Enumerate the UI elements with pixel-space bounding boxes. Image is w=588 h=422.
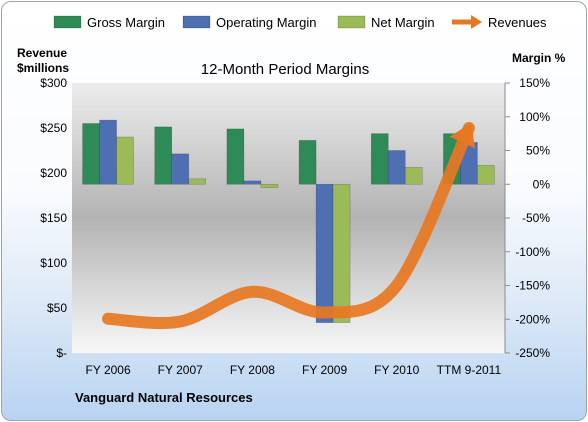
x-axis-tick-label: FY 2009 bbox=[302, 363, 347, 377]
company-name: Vanguard Natural Resources bbox=[75, 390, 253, 405]
left-axis-tick-label: $150 bbox=[40, 211, 67, 225]
right-axis-ticks: -250% -200% -150% -100% -50% 0% 50% 100% 150% bbox=[504, 76, 551, 360]
x-axis-tick-label: FY 2007 bbox=[158, 363, 203, 377]
x-axis-ticks: FY 2006 FY 2007 FY 2008 FY 2009 FY 2010 TTM 9… bbox=[86, 363, 502, 377]
operating-margin-bar bbox=[387, 150, 406, 185]
gross-margin-bar bbox=[226, 128, 245, 185]
x-axis-tick-label: FY 2008 bbox=[230, 363, 275, 377]
net-margin-bar bbox=[404, 167, 423, 185]
right-axis-tick-label: -100% bbox=[515, 245, 550, 259]
legend-label: Revenues bbox=[488, 15, 547, 30]
left-axis-tick-label: $- bbox=[56, 346, 67, 360]
operating-margin-bar bbox=[99, 119, 117, 185]
net-margin-bar bbox=[477, 165, 495, 185]
legend-item-operating-margin[interactable]: Operating Margin bbox=[182, 15, 316, 30]
right-axis-tick-label: -150% bbox=[515, 279, 550, 293]
operating-margin-bar bbox=[315, 183, 334, 323]
left-axis-ticks: $- $50 $100 $150 $200 $250 $300 bbox=[40, 76, 67, 360]
legend-item-gross-margin[interactable]: Gross Margin bbox=[53, 15, 165, 30]
x-axis-tick-label: FY 2010 bbox=[374, 363, 419, 377]
left-axis-label-line2: $millions bbox=[17, 61, 69, 75]
legend[interactable]: Gross Margin Operating Margin Net Margin Re… bbox=[53, 15, 547, 30]
bars-group bbox=[82, 119, 495, 323]
legend-item-net-margin[interactable]: Net Margin bbox=[337, 15, 435, 30]
left-axis-tick-label: $50 bbox=[47, 301, 67, 315]
net-margin-bar bbox=[332, 183, 351, 323]
right-axis-label: Margin % bbox=[512, 51, 566, 65]
plot-area bbox=[72, 83, 505, 353]
gross-margin-legend-swatch bbox=[53, 15, 82, 29]
net-margin-bar bbox=[116, 136, 134, 185]
revenue-line-group bbox=[102, 122, 475, 330]
operating-margin-bar bbox=[243, 180, 262, 185]
x-axis-tick-label: FY 2006 bbox=[86, 363, 131, 377]
gross-margin-bar bbox=[370, 133, 389, 185]
right-axis-tick-label: -250% bbox=[515, 346, 550, 360]
right-axis-tick-label: -200% bbox=[515, 312, 550, 326]
right-axis-tick-label: 50% bbox=[526, 144, 550, 158]
net-margin-bar bbox=[188, 178, 207, 185]
legend-label: Operating Margin bbox=[216, 15, 316, 30]
operating-margin-legend-swatch bbox=[182, 15, 211, 29]
legend-label: Net Margin bbox=[371, 15, 435, 30]
right-axis-tick-label: 0% bbox=[533, 177, 551, 191]
left-axis-tick-label: $300 bbox=[40, 76, 67, 90]
gross-margin-bar bbox=[154, 126, 173, 185]
operating-margin-bar bbox=[171, 153, 190, 185]
left-axis-tick-label: $250 bbox=[40, 121, 67, 135]
net-margin-legend-swatch bbox=[337, 15, 366, 29]
right-axis-tick-label: 100% bbox=[519, 110, 550, 124]
left-axis-label-line1: Revenue bbox=[17, 46, 67, 60]
chart-title: 12-Month Period Margins bbox=[201, 61, 369, 78]
gross-margin-bar bbox=[298, 140, 317, 185]
right-axis-tick-label: -50% bbox=[522, 211, 550, 225]
right-axis-tick-label: 150% bbox=[519, 76, 550, 90]
legend-item-revenues[interactable]: Revenues bbox=[452, 15, 547, 30]
x-axis-tick-label: TTM 9-2011 bbox=[437, 363, 502, 377]
left-axis-tick-label: $200 bbox=[40, 166, 67, 180]
net-margin-bar bbox=[260, 183, 279, 188]
revenues-legend-arrowhead bbox=[471, 15, 482, 29]
revenues-arrowhead bbox=[449, 122, 475, 149]
left-axis-tick-label: $100 bbox=[40, 256, 67, 270]
legend-label: Gross Margin bbox=[87, 15, 165, 30]
gross-margin-bar bbox=[82, 123, 100, 185]
revenues-line bbox=[102, 122, 475, 330]
